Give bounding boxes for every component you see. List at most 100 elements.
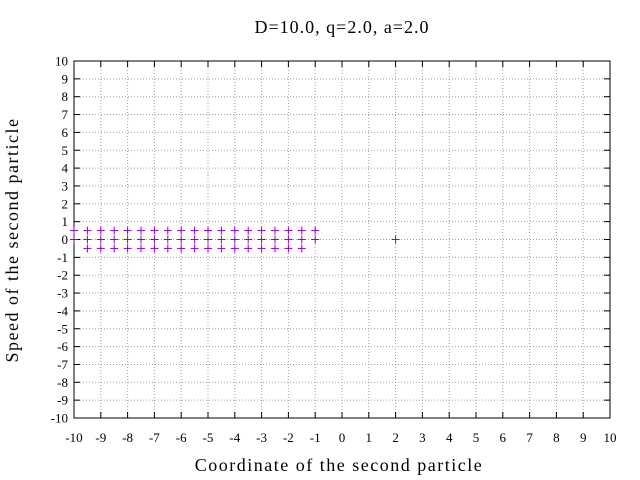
data-point [123,226,132,235]
data-point [123,244,132,253]
data-point [190,244,199,253]
y-tick-label: 6 [62,125,69,140]
data-point [204,226,212,235]
x-tick-label: 6 [500,430,507,445]
data-point [70,226,78,235]
x-tick-label: 8 [553,430,560,445]
y-tick-label: -4 [57,303,68,318]
data-point [83,235,92,244]
y-tick-label: 0 [62,232,69,247]
data-point [230,244,239,253]
data-point [217,235,226,244]
data-point [284,244,293,253]
data-point [137,226,145,235]
data-point [244,235,253,244]
y-tick-label: -10 [51,411,68,426]
y-tick-label: 2 [62,196,69,211]
data-point [257,244,266,253]
x-tick-label: 0 [339,430,346,445]
y-tick-label: 9 [62,71,69,86]
data-point [177,244,186,253]
x-tick-label: 9 [580,430,587,445]
data-point [391,235,400,244]
data-point [311,226,320,235]
y-tick-label: 7 [62,107,69,122]
y-tick-label: -3 [57,286,68,301]
data-point [177,235,186,244]
data-point [137,244,145,253]
data-point [204,235,212,244]
data-point [190,235,199,244]
x-tick-label: -8 [122,430,133,445]
data-point [284,235,293,244]
x-tick-label: -10 [65,430,82,445]
data-point [83,226,92,235]
x-tick-label: 2 [392,430,399,445]
x-tick-label: -1 [310,430,321,445]
x-tick-label: -3 [256,430,267,445]
data-point [70,235,78,244]
x-tick-label: 3 [419,430,426,445]
y-tick-label: 8 [62,89,69,104]
data-point [150,244,159,253]
data-point [297,226,306,235]
y-tick-label: 4 [62,161,69,176]
data-point [297,244,306,253]
data-point [190,226,199,235]
data-point [230,226,239,235]
y-tick-label: -5 [57,321,68,336]
data-point [150,235,159,244]
y-tick-label: 3 [62,178,69,193]
data-point [271,235,279,244]
x-tick-label: 10 [604,430,617,445]
x-tick-label: -5 [203,430,214,445]
data-point [217,226,226,235]
y-tick-label: -7 [57,357,68,372]
data-point [271,244,279,253]
data-point [177,226,186,235]
x-tick-label: -4 [229,430,240,445]
x-tick-label: -9 [95,430,106,445]
x-axis-label: Coordinate of the second particle [195,455,483,475]
grid [74,61,610,418]
data-point [96,226,105,235]
x-tick-label: 7 [526,430,533,445]
data-point [297,235,306,244]
data-point [244,226,253,235]
x-tick-labels: -10 -9 -8 -7 -6 -5 -4 -3 -2 -1 0 1 2 3 4 5 6 7 8 9 10 [65,430,616,445]
data-point [110,235,119,244]
y-tick-label: 10 [55,54,68,69]
data-point [137,235,145,244]
y-axis-label: Speed of the second particle [2,118,22,363]
x-tick-label: -6 [176,430,187,445]
data-point [110,226,119,235]
x-tick-label: -2 [283,430,294,445]
data-point [311,235,320,244]
data-point [150,226,159,235]
data-point [123,235,132,244]
data-point [257,235,266,244]
data-point [271,226,279,235]
data-point [257,226,266,235]
y-tick-label: -2 [57,268,68,283]
data-point [244,244,253,253]
data-point [83,244,92,253]
x-tick-label: 4 [446,430,453,445]
data-point [163,244,172,253]
y-tick-label: -6 [57,339,68,354]
data-point [217,244,226,253]
data-point [96,244,105,253]
data-point [110,244,119,253]
data-point [230,235,239,244]
data-points [70,226,400,253]
data-point [163,235,172,244]
y-tick-label: -1 [57,250,68,265]
y-tick-label: 1 [62,214,69,229]
data-point [163,226,172,235]
x-tick-label: 5 [473,430,480,445]
y-tick-label: 5 [62,143,69,158]
data-point [96,235,105,244]
x-tick-label: 1 [366,430,373,445]
